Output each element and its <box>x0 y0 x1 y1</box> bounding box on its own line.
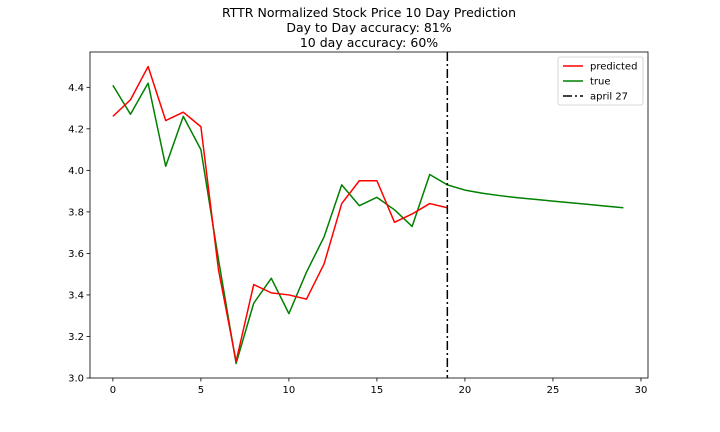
series-line-predicted <box>112 65 448 363</box>
x-tick-label: 0 <box>110 385 116 396</box>
y-tick-label: 3.0 <box>68 374 84 385</box>
legend: predicted true april 27 <box>557 56 644 106</box>
legend-box <box>557 56 644 106</box>
y-tick-label: 4.4 <box>68 83 84 94</box>
y-tick-label: 3.2 <box>68 332 84 343</box>
y-tick-label: 3.8 <box>68 207 84 218</box>
x-tick-label: 30 <box>635 385 648 396</box>
y-tick-label: 4.0 <box>68 166 84 177</box>
x-tick-label: 25 <box>547 385 560 396</box>
series-lines <box>112 52 624 378</box>
title-line: RTTR Normalized Stock Price 10 Day Predi… <box>222 5 516 20</box>
plot-frame <box>89 51 649 379</box>
x-tick-label: 15 <box>371 385 384 396</box>
x-tick-label: 5 <box>198 385 204 396</box>
y-tick-label: 4.2 <box>68 124 84 135</box>
x-tick-label: 10 <box>283 385 296 396</box>
legend-label: true <box>590 77 611 88</box>
x-tick-label: 20 <box>459 385 472 396</box>
legend-label: predicted <box>590 62 637 73</box>
series-line-true <box>112 82 624 365</box>
y-tick-label: 3.6 <box>68 249 84 260</box>
title-line: 10 day accuracy: 60% <box>300 35 438 50</box>
axis-ticks: 0 5 10 15 20 25 30 3.0 3.2 3.4 3.6 3.8 4.0 4.2 4.4 <box>68 83 647 396</box>
chart-title: RTTR Normalized Stock Price 10 Day Predi… <box>222 5 516 50</box>
legend-label: april 27 <box>590 92 628 103</box>
y-tick-label: 3.4 <box>68 290 84 301</box>
title-line: Day to Day accuracy: 81% <box>286 20 451 35</box>
